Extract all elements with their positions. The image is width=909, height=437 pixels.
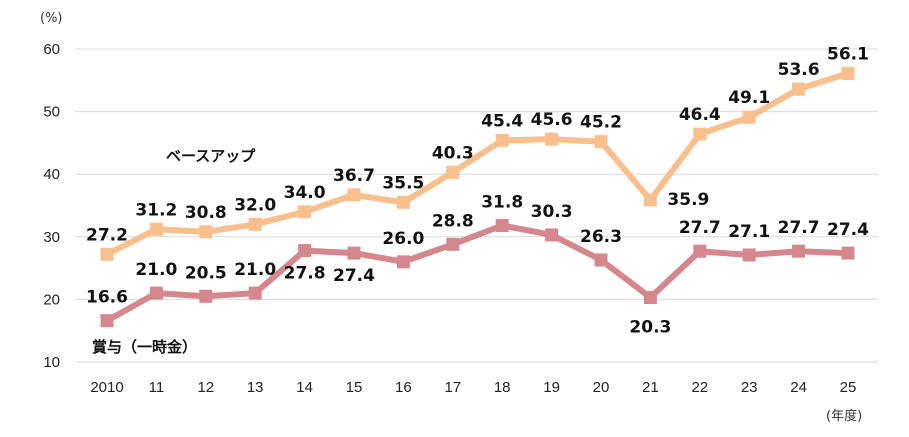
x-tick-label: 16: [395, 379, 412, 396]
data-point-base-up: [742, 110, 756, 124]
data-label-bonus: 27.4: [333, 266, 375, 286]
data-label-bonus: 26.0: [382, 229, 424, 249]
data-point-base-up: [298, 205, 312, 219]
y-tick-label: 50: [43, 104, 60, 121]
x-tick-label: 20: [593, 379, 610, 396]
data-label-bonus: 27.8: [284, 264, 326, 284]
data-point-base-up: [396, 195, 410, 209]
data-point-bonus: [495, 219, 509, 233]
data-point-base-up: [446, 165, 460, 179]
data-point-bonus: [396, 255, 410, 269]
x-axis-ticks: 2010 11 12 13 14 15 16 17 18 19 20 21 22 23 24 25: [90, 379, 856, 396]
data-point-base-up: [347, 188, 361, 202]
data-label-bonus: 20.3: [629, 318, 671, 338]
data-label-bonus: 27.7: [778, 218, 820, 238]
x-tick-label: 24: [790, 379, 807, 396]
data-point-bonus: [298, 244, 312, 258]
data-point-base-up: [495, 133, 509, 147]
x-tick-label: 12: [197, 379, 214, 396]
y-tick-label: 40: [43, 166, 60, 183]
x-tick-label: 14: [296, 379, 313, 396]
x-tick-label: 17: [444, 379, 461, 396]
data-label-base-up: 36.7: [333, 166, 375, 186]
data-label-base-up: 30.8: [185, 203, 227, 223]
data-point-bonus: [446, 237, 460, 251]
x-tick-label: 11: [149, 379, 165, 396]
data-label-base-up: 40.3: [432, 143, 474, 163]
data-label-bonus: 21.0: [135, 260, 177, 280]
data-point-base-up: [693, 127, 707, 141]
data-labels: 27.2 31.2 30.8 32.0 34.0 36.7 35.5 40.3 45.4 45.6…: [86, 44, 869, 337]
data-label-base-up: 45.4: [481, 111, 523, 131]
x-tick-label: 15: [346, 379, 363, 396]
data-label-bonus: 30.3: [531, 202, 573, 222]
data-label-base-up: 45.2: [580, 113, 622, 133]
data-label-bonus: 16.6: [86, 288, 128, 308]
x-tick-label: 23: [741, 379, 758, 396]
data-label-base-up: 46.4: [679, 105, 721, 125]
data-label-base-up: 45.6: [531, 110, 573, 130]
y-tick-label: 10: [43, 354, 60, 371]
data-point-base-up: [643, 193, 657, 207]
data-point-bonus: [841, 246, 855, 260]
series-line-base-up: [105, 70, 849, 257]
data-label-bonus: 28.8: [432, 211, 474, 231]
data-point-base-up: [248, 217, 262, 231]
y-tick-label: 20: [43, 291, 60, 308]
data-label-base-up: 49.1: [728, 88, 770, 108]
x-tick-label: 2010: [90, 379, 123, 396]
data-label-base-up: 35.9: [667, 190, 709, 210]
data-label-bonus: 27.1: [728, 222, 770, 242]
data-label-bonus: 21.0: [234, 260, 276, 280]
data-point-bonus: [643, 291, 657, 305]
data-label-base-up: 32.0: [234, 195, 276, 215]
data-point-bonus: [594, 253, 608, 267]
x-tick-label: 21: [642, 379, 659, 396]
data-point-base-up: [594, 135, 608, 149]
x-tick-label: 22: [691, 379, 708, 396]
series-label-bonus: 賞与（一時金）: [92, 338, 197, 356]
data-label-bonus: 31.8: [481, 193, 523, 213]
data-point-base-up: [149, 222, 163, 236]
y-tick-label: 30: [43, 229, 60, 246]
series-line-bonus: [105, 222, 849, 324]
data-point-bonus: [149, 286, 163, 300]
data-point-base-up: [792, 82, 806, 96]
y-axis-unit: (%): [40, 11, 63, 26]
data-point-base-up: [100, 247, 114, 261]
data-label-base-up: 53.6: [778, 60, 820, 80]
x-tick-label: 18: [494, 379, 511, 396]
data-point-bonus: [199, 289, 213, 303]
y-tick-label: 60: [43, 41, 60, 58]
data-point-base-up: [841, 66, 855, 80]
data-label-bonus: 27.4: [827, 220, 869, 240]
data-point-bonus: [100, 314, 114, 328]
data-label-bonus: 20.5: [185, 263, 227, 283]
data-label-base-up: 56.1: [827, 44, 869, 64]
data-label-base-up: 34.0: [284, 183, 326, 203]
series-label-base-up: ベースアップ: [166, 147, 256, 165]
data-label-base-up: 35.5: [382, 173, 424, 193]
data-point-bonus: [693, 244, 707, 258]
x-tick-label: 25: [840, 379, 857, 396]
x-tick-label: 19: [543, 379, 560, 396]
x-tick-label: 13: [247, 379, 264, 396]
data-point-bonus: [248, 286, 262, 300]
data-point-bonus: [742, 248, 756, 262]
data-label-base-up: 27.2: [86, 225, 128, 245]
data-point-base-up: [199, 225, 213, 239]
data-point-base-up: [545, 132, 559, 146]
data-point-bonus: [545, 228, 559, 242]
data-label-base-up: 31.2: [135, 200, 177, 220]
data-point-bonus: [792, 244, 806, 258]
data-label-bonus: 26.3: [580, 227, 622, 247]
data-point-bonus: [347, 246, 361, 260]
x-axis-unit: (年度): [826, 408, 862, 424]
y-axis-ticks: 10 20 30 40 50 60: [43, 41, 60, 371]
series-layer: [100, 66, 855, 328]
data-label-bonus: 27.7: [679, 218, 721, 238]
